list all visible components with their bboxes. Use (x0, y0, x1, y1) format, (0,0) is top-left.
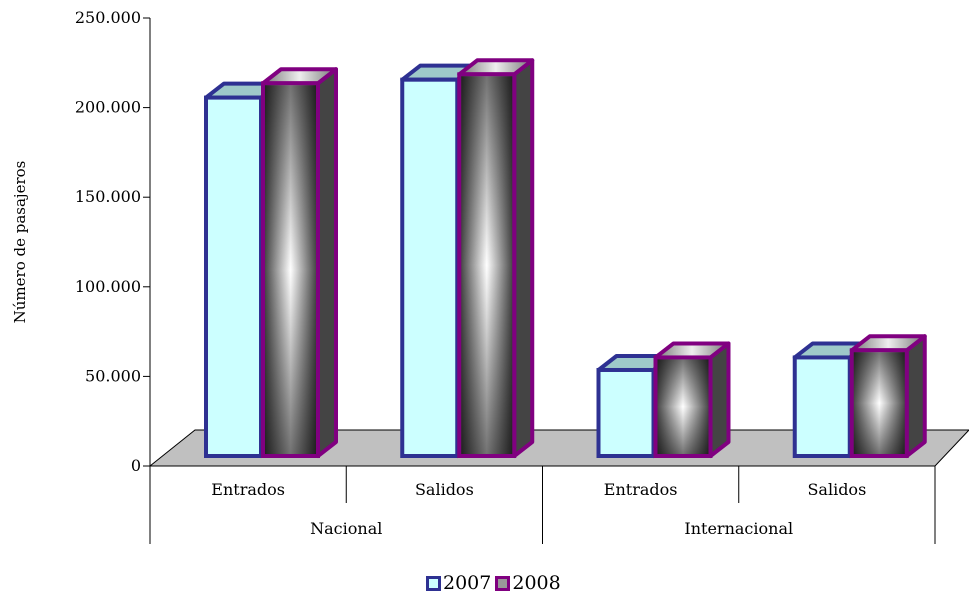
legend-label-2007: 2007 (443, 572, 492, 594)
y-tick-label: 150.000 (75, 187, 141, 206)
legend-item-2007: 2007 (426, 572, 491, 594)
bar-front (596, 367, 656, 459)
y-tick-label: 0 (131, 456, 141, 475)
bar-2008-1 (457, 58, 535, 459)
x-tick-label: Entrados (604, 480, 678, 499)
legend-label-2008: 2008 (512, 572, 561, 594)
bar-2008-2 (653, 341, 731, 458)
bar-front (792, 355, 852, 458)
bar-side (512, 58, 535, 458)
bar-front-shade (265, 85, 316, 454)
bar-front-shade (657, 359, 709, 454)
x-tick-label: Salidos (807, 480, 866, 499)
bar-front-shade (461, 76, 513, 454)
legend-swatch-2007 (426, 575, 441, 591)
bar-front (204, 95, 263, 458)
bar-front (400, 77, 460, 459)
y-tick-label: 50.000 (85, 366, 141, 385)
y-tick-label: 250.000 (75, 8, 141, 27)
x-group-label: Nacional (310, 519, 382, 538)
bar-side (708, 341, 731, 458)
y-tick-label: 200.000 (75, 98, 141, 117)
bar-side (316, 67, 338, 458)
legend-item-2008: 2008 (495, 572, 561, 594)
legend: 2007 2008 (426, 572, 565, 594)
bar-2008-0 (261, 67, 338, 458)
x-group-label: Internacional (684, 519, 793, 538)
chart-floor (148, 429, 969, 467)
bar-2008-3 (849, 334, 927, 458)
bar-front-shade (853, 352, 905, 454)
y-tick-label: 100.000 (75, 277, 141, 296)
y-axis-label: Número de pasajeros (11, 161, 29, 324)
x-tick-label: Entrados (211, 480, 285, 499)
x-tick-label: Salidos (415, 480, 474, 499)
bar-side (904, 334, 927, 458)
legend-swatch-2008 (495, 575, 511, 591)
